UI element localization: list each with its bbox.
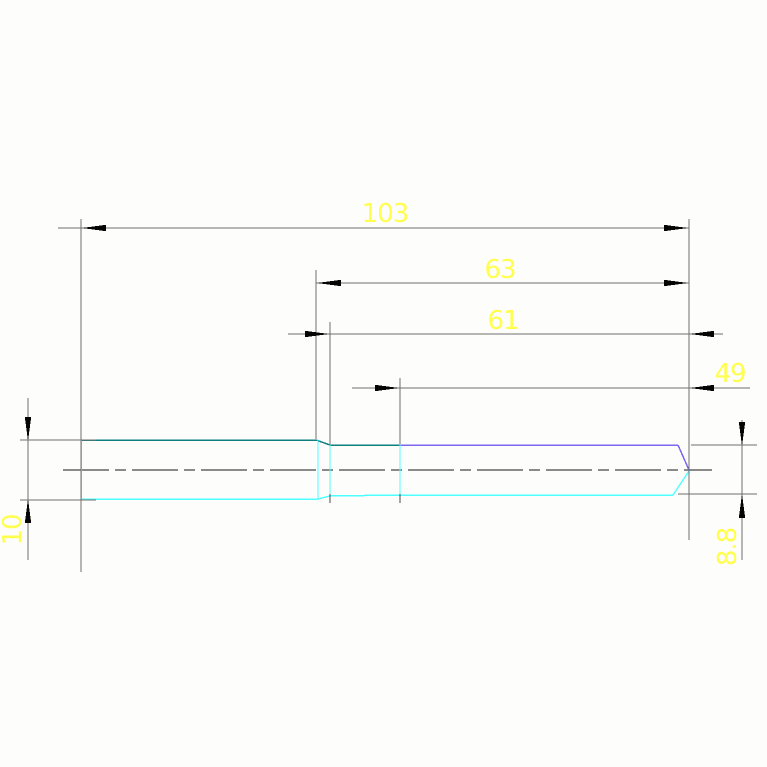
dimension-text-61: 61 (487, 306, 518, 336)
dimension-103[interactable]: 103 (58, 199, 690, 572)
arrowhead-right-icon (664, 279, 688, 287)
dimension-10[interactable]: 10 (0, 398, 96, 560)
shaft-tip-chamfer-top (677, 444, 690, 471)
dimension-8-8[interactable]: 8.8 (678, 420, 757, 566)
dimension-text-49: 49 (714, 359, 745, 389)
arrowhead-left-icon (305, 330, 329, 338)
dimension-text-10: 10 (0, 514, 28, 545)
dimension-49[interactable]: 49 (352, 359, 750, 503)
dimension-text-63: 63 (484, 255, 515, 285)
shaft-outline[interactable] (80, 439, 690, 500)
shaft-bottom-edge-mid (329, 494, 401, 497)
arrowhead-right-icon (690, 384, 714, 392)
shaft-bottom-chamfer (317, 495, 331, 500)
arrowhead-up-icon (738, 422, 746, 446)
arrowhead-left-icon (317, 279, 341, 287)
arrowhead-down-icon (24, 499, 32, 523)
dimension-61[interactable]: 61 (288, 306, 723, 503)
arrowhead-up-icon (24, 417, 32, 441)
dimension-text-103: 103 (362, 199, 409, 229)
shaft-tip-chamfer-bottom (672, 470, 690, 496)
arrowhead-right-icon (664, 224, 688, 232)
dimension-text-8-8: 8.8 (713, 528, 743, 566)
arrowhead-right-icon (690, 330, 714, 338)
arrowhead-down-icon (738, 494, 746, 518)
arrowhead-left-icon (82, 224, 106, 232)
arrowhead-left-icon (375, 384, 399, 392)
dimension-63[interactable]: 63 (315, 255, 689, 439)
